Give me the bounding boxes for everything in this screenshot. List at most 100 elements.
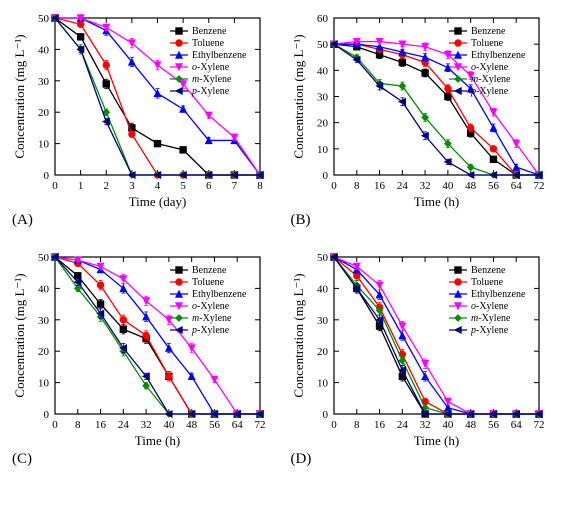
svg-text:72: 72 <box>255 419 266 431</box>
svg-text:Time (h): Time (h) <box>135 433 180 448</box>
svg-text:32: 32 <box>419 419 430 431</box>
svg-text:o-Xylene: o-Xylene <box>192 62 230 73</box>
svg-text:o-Xylene: o-Xylene <box>471 62 509 73</box>
svg-text:Concentration (mg L⁻¹): Concentration (mg L⁻¹) <box>291 273 306 397</box>
svg-text:64: 64 <box>510 419 522 431</box>
svg-text:16: 16 <box>374 180 386 192</box>
svg-text:7: 7 <box>232 180 238 192</box>
svg-text:8: 8 <box>257 180 263 192</box>
chart-A: 0 1 2 3 4 5 6 7 8 0 10 20 30 40 50 Time (day) Concentrat… <box>10 10 270 210</box>
svg-text:o-Xylene: o-Xylene <box>192 301 230 312</box>
panel-label-C: (C) <box>12 451 279 468</box>
svg-text:50: 50 <box>38 13 50 25</box>
svg-text:Benzene: Benzene <box>192 265 227 276</box>
svg-text:4: 4 <box>155 180 161 192</box>
svg-text:0: 0 <box>52 180 58 192</box>
svg-text:40: 40 <box>442 419 454 431</box>
svg-text:32: 32 <box>419 180 430 192</box>
svg-text:o-Xylene: o-Xylene <box>471 301 509 312</box>
svg-text:64: 64 <box>232 419 244 431</box>
chart-C: 08162432404856647201020304050Time (h)Con… <box>10 249 270 449</box>
svg-text:0: 0 <box>322 170 328 182</box>
svg-text:p-Xylene: p-Xylene <box>191 325 230 336</box>
panel-B: 0816243240485664720102030405060Time (h)C… <box>289 10 558 229</box>
panel-C: 08162432404856647201020304050Time (h)Con… <box>10 249 279 468</box>
svg-text:10: 10 <box>317 144 329 156</box>
svg-text:0: 0 <box>44 409 50 421</box>
svg-text:10: 10 <box>317 378 329 390</box>
svg-text:Toluene: Toluene <box>471 277 504 288</box>
svg-text:40: 40 <box>38 283 50 295</box>
svg-text:20: 20 <box>317 346 329 358</box>
svg-text:0: 0 <box>52 419 58 431</box>
svg-text:m-Xylene: m-Xylene <box>192 74 232 85</box>
svg-text:8: 8 <box>354 419 360 431</box>
svg-text:m-Xylene: m-Xylene <box>471 74 511 85</box>
svg-text:2: 2 <box>104 180 110 192</box>
svg-text:Benzene: Benzene <box>471 265 506 276</box>
svg-text:48: 48 <box>186 419 198 431</box>
svg-text:0: 0 <box>44 170 50 182</box>
svg-text:50: 50 <box>38 252 50 264</box>
svg-text:Toluene: Toluene <box>192 38 225 49</box>
panel-D: 08162432404856647201020304050Time (h)Con… <box>289 249 558 468</box>
svg-text:24: 24 <box>118 419 130 431</box>
svg-text:6: 6 <box>206 180 212 192</box>
svg-text:Ethylbenzene: Ethylbenzene <box>192 289 247 300</box>
svg-text:20: 20 <box>38 346 50 358</box>
svg-text:40: 40 <box>38 44 50 56</box>
svg-text:40: 40 <box>163 419 175 431</box>
panel-A: 0 1 2 3 4 5 6 7 8 0 10 20 30 40 50 Time (day) Concentrat… <box>10 10 279 229</box>
svg-text:Time (day): Time (day) <box>129 194 187 209</box>
svg-text:16: 16 <box>374 419 386 431</box>
svg-text:Concentration (mg L⁻¹): Concentration (mg L⁻¹) <box>12 34 27 158</box>
svg-text:m-Xylene: m-Xylene <box>192 313 232 324</box>
svg-text:Toluene: Toluene <box>471 38 504 49</box>
chart-D: 08162432404856647201020304050Time (h)Con… <box>289 249 549 449</box>
svg-text:10: 10 <box>38 139 50 151</box>
svg-text:Benzene: Benzene <box>471 26 506 37</box>
svg-text:60: 60 <box>317 13 329 25</box>
svg-text:0: 0 <box>322 409 328 421</box>
svg-text:3: 3 <box>129 180 135 192</box>
svg-text:30: 30 <box>38 315 50 327</box>
svg-text:64: 64 <box>510 180 522 192</box>
svg-text:20: 20 <box>317 118 329 130</box>
svg-text:40: 40 <box>442 180 454 192</box>
svg-text:Concentration (mg L⁻¹): Concentration (mg L⁻¹) <box>291 34 306 158</box>
svg-text:20: 20 <box>38 107 50 119</box>
svg-text:56: 56 <box>487 180 499 192</box>
svg-text:Concentration (mg L⁻¹): Concentration (mg L⁻¹) <box>12 273 27 397</box>
svg-text:10: 10 <box>38 378 50 390</box>
svg-text:p-Xylene: p-Xylene <box>470 86 509 97</box>
svg-text:24: 24 <box>396 180 408 192</box>
svg-text:Benzene: Benzene <box>192 26 227 37</box>
svg-text:5: 5 <box>180 180 186 192</box>
svg-text:0: 0 <box>331 180 337 192</box>
panel-grid: 01234567801020304050Time (day)Concentrat… <box>10 10 557 468</box>
svg-text:40: 40 <box>317 283 329 295</box>
svg-text:p-Xylene: p-Xylene <box>191 86 230 97</box>
svg-text:72: 72 <box>533 180 544 192</box>
svg-text:50: 50 <box>317 39 329 51</box>
svg-text:Ethylbenzene: Ethylbenzene <box>192 50 247 61</box>
svg-text:Time (h): Time (h) <box>413 433 458 448</box>
svg-text:1: 1 <box>78 180 84 192</box>
svg-text:30: 30 <box>38 76 50 88</box>
svg-text:Ethylbenzene: Ethylbenzene <box>471 289 526 300</box>
svg-text:40: 40 <box>317 65 329 77</box>
svg-text:Toluene: Toluene <box>192 277 225 288</box>
svg-text:p-Xylene: p-Xylene <box>470 325 509 336</box>
svg-text:30: 30 <box>317 315 329 327</box>
panel-label-B: (B) <box>291 212 558 229</box>
svg-text:Ethylbenzene: Ethylbenzene <box>471 50 526 61</box>
svg-text:72: 72 <box>533 419 544 431</box>
svg-text:56: 56 <box>209 419 221 431</box>
svg-text:48: 48 <box>465 419 477 431</box>
svg-text:30: 30 <box>317 92 329 104</box>
svg-text:32: 32 <box>141 419 152 431</box>
svg-text:m-Xylene: m-Xylene <box>471 313 511 324</box>
svg-text:Time (h): Time (h) <box>413 194 458 209</box>
svg-text:56: 56 <box>487 419 499 431</box>
svg-text:16: 16 <box>95 419 107 431</box>
